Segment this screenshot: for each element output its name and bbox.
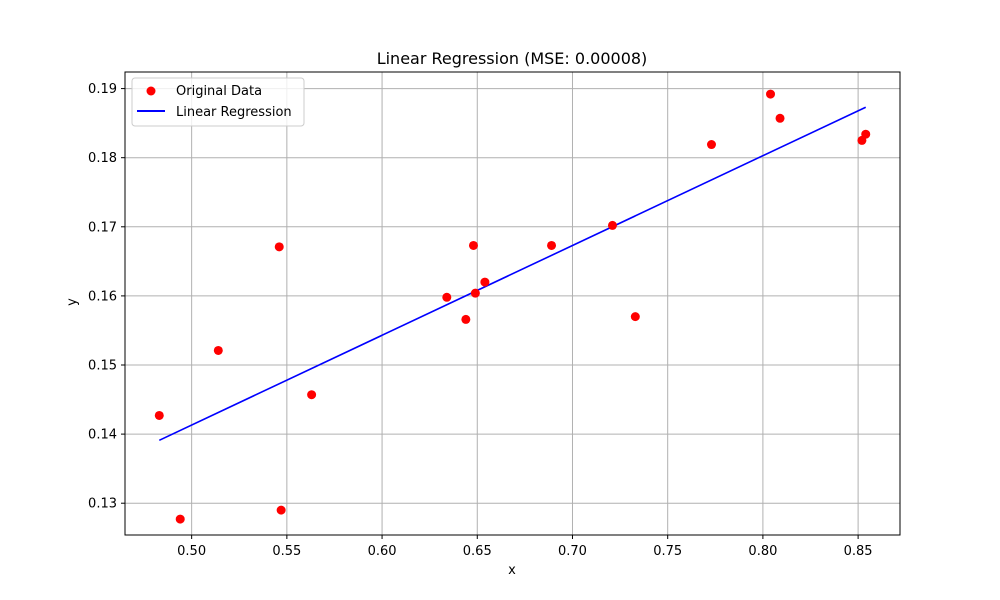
y-axis-label: y: [65, 298, 80, 306]
legend-box: [131, 77, 305, 127]
data-point: [775, 113, 785, 123]
x-axis-label: x: [508, 563, 516, 578]
data-point: [470, 288, 480, 298]
data-point: [213, 345, 223, 355]
data-point: [706, 140, 716, 150]
data-point: [607, 220, 617, 230]
y-tick-label: 0.14: [88, 428, 117, 443]
y-tick-label: 0.19: [88, 82, 117, 97]
regression-line: [158, 106, 867, 442]
y-tick-label: 0.17: [88, 220, 117, 235]
y-tick-label: 0.13: [88, 497, 117, 512]
data-point: [630, 312, 640, 322]
x-tick-label: 0.65: [463, 544, 492, 559]
x-tick-label: 0.85: [844, 544, 873, 559]
legend-label-original-data: Original Data: [176, 84, 262, 99]
x-tick-label: 0.60: [368, 544, 397, 559]
x-tick-label: 0.75: [653, 544, 682, 559]
data-point: [274, 242, 284, 252]
plot-frame: [124, 71, 901, 536]
data-point: [547, 240, 557, 250]
chart-title: Linear Regression (MSE: 0.00008): [377, 49, 648, 68]
x-tick-label: 0.70: [558, 544, 587, 559]
data-points-layer: [154, 89, 871, 524]
data-point: [461, 314, 471, 324]
data-point: [154, 410, 164, 420]
x-tick-label: 0.55: [272, 544, 301, 559]
y-tick-label: 0.18: [88, 151, 117, 166]
data-point: [766, 89, 776, 99]
data-point: [861, 129, 871, 139]
data-point: [468, 240, 478, 250]
legend: Original Data Linear Regression: [131, 77, 305, 127]
data-point: [307, 390, 317, 400]
data-point: [175, 514, 185, 524]
legend-label-linear-regression: Linear Regression: [176, 105, 292, 120]
grid: [125, 72, 900, 535]
data-point: [480, 277, 490, 287]
axis-ticks: 0.50 0.55 0.60 0.65 0.70 0.75 0.80 0.85 0.13 0.14…: [88, 82, 873, 559]
x-tick-label: 0.80: [748, 544, 777, 559]
regression-line-layer: [158, 106, 867, 442]
y-tick-label: 0.15: [88, 359, 117, 374]
y-tick-label: 0.16: [88, 289, 117, 304]
data-point: [442, 292, 452, 302]
data-point: [276, 505, 286, 515]
x-tick-label: 0.50: [177, 544, 206, 559]
legend-scatter-marker: [146, 86, 156, 96]
